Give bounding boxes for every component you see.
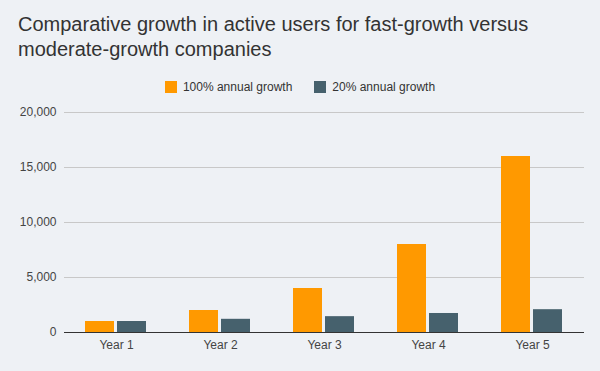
- svg-text:Year 3: Year 3: [307, 338, 342, 352]
- svg-text:Year 1: Year 1: [99, 338, 134, 352]
- svg-text:10,000: 10,000: [20, 215, 57, 229]
- html-text:20% annual growth: 20% annual growth: [332, 80, 436, 94]
- svg-text:5,000: 5,000: [26, 270, 56, 284]
- html-text:100% annual growth: 100% annual growth: [182, 80, 293, 94]
- svg-text:Year 5: Year 5: [515, 338, 550, 352]
- html-text:Comparative growth in active u: Comparative growth in active users for f…: [18, 13, 529, 60]
- svg-text:Year 4: Year 4: [411, 338, 446, 352]
- svg-text:Year 2: Year 2: [203, 338, 238, 352]
- svg-text:20,000: 20,000: [20, 105, 57, 119]
- svg-text:15,000: 15,000: [20, 160, 57, 174]
- svg-text:0: 0: [50, 325, 57, 339]
